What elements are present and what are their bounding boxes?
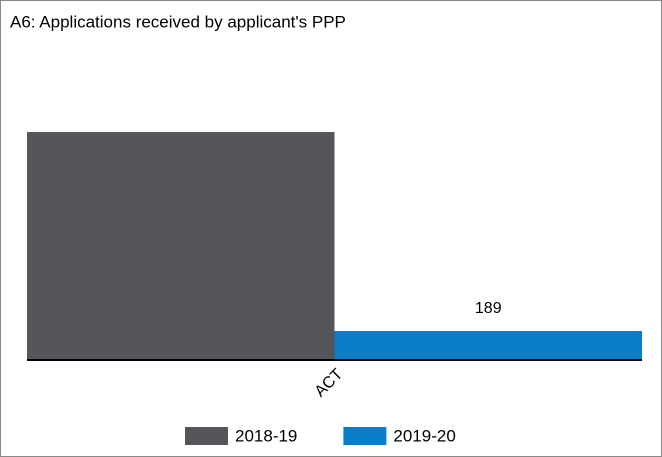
data-label: 189 [475, 300, 502, 317]
legend-swatch [343, 427, 387, 445]
bar [334, 331, 642, 360]
chart-title: A6: Applications received by applicant's… [10, 12, 346, 31]
legend-label: 2018-19 [235, 426, 297, 445]
legend-swatch [185, 427, 228, 445]
bar [27, 132, 335, 360]
legend-label: 2019-20 [393, 426, 455, 445]
